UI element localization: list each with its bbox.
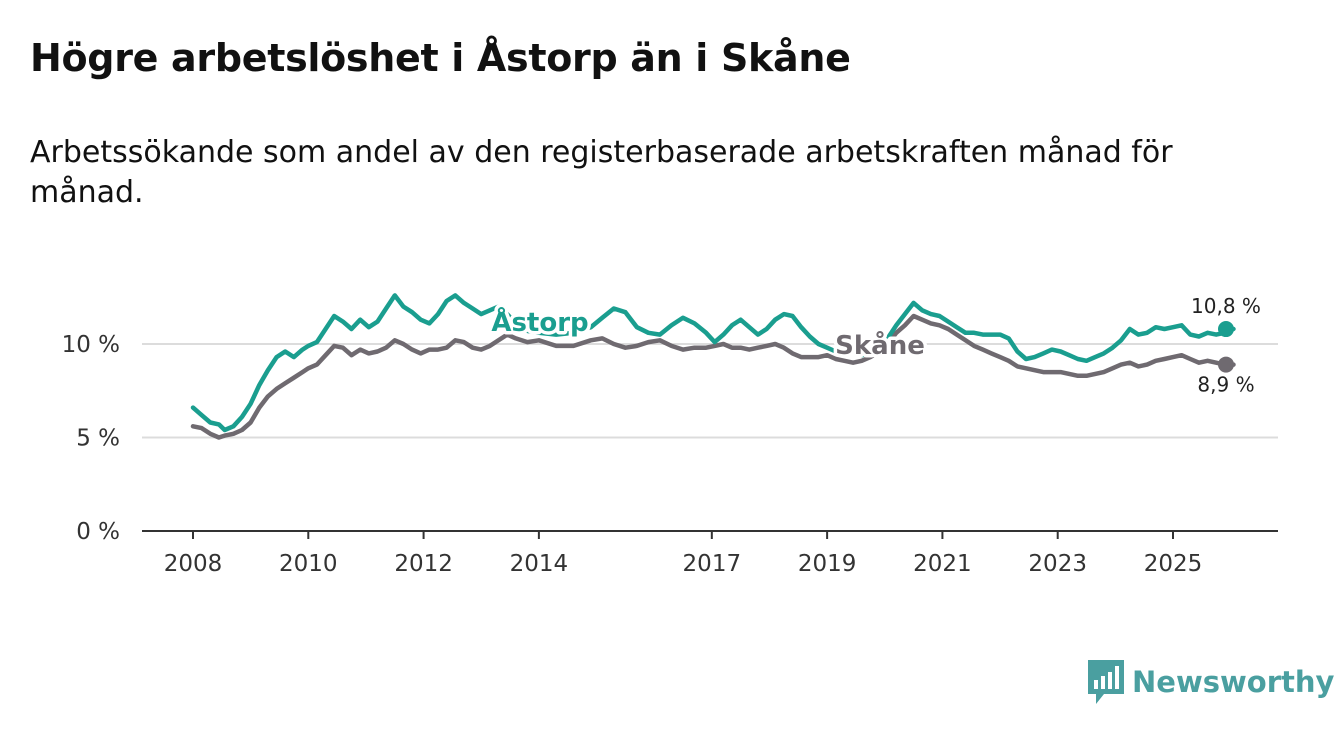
- x-tick-label: 2023: [1028, 551, 1087, 577]
- astorp-end-marker: [1218, 321, 1234, 338]
- y-tick-label: 5 %: [76, 426, 120, 452]
- x-tick-label: 2017: [683, 551, 742, 577]
- skane-end-label: 8,9 %: [1197, 373, 1254, 397]
- skane-series-label: Skåne: [835, 329, 925, 361]
- newsworthy-logo: Newsworthy: [1088, 660, 1334, 704]
- x-tick-label: 2008: [164, 551, 223, 577]
- skane-series-line: [190, 313, 1236, 440]
- x-tick-label: 2014: [510, 551, 569, 577]
- chart-subtitle: Arbetssökande som andel av den registerb…: [30, 135, 1173, 210]
- y-tick-label: 0 %: [76, 519, 120, 545]
- x-tick-label: 2010: [279, 551, 338, 577]
- skane-end-marker: [1218, 356, 1234, 373]
- y-tick-label: 10 %: [62, 332, 120, 358]
- brand-name: Newsworthy: [1132, 665, 1335, 699]
- chart-title: Högre arbetslöshet i Åstorp än i Skåne: [30, 36, 851, 80]
- x-tick-label: 2019: [798, 551, 857, 577]
- x-tick-label: 2012: [394, 551, 453, 577]
- astorp-series-line: [190, 293, 1236, 433]
- astorp-end-label: 10,8 %: [1191, 294, 1261, 318]
- x-tick-label: 2021: [913, 551, 972, 577]
- astorp-series-label: Åstorp: [491, 306, 588, 338]
- line-chart: 0 % 5 % 10 % 2008 2010 2012 2014 2017 2019 2021 20…: [62, 293, 1278, 577]
- x-tick-label: 2025: [1144, 551, 1203, 577]
- bar-chart-logo-icon: [1088, 660, 1124, 704]
